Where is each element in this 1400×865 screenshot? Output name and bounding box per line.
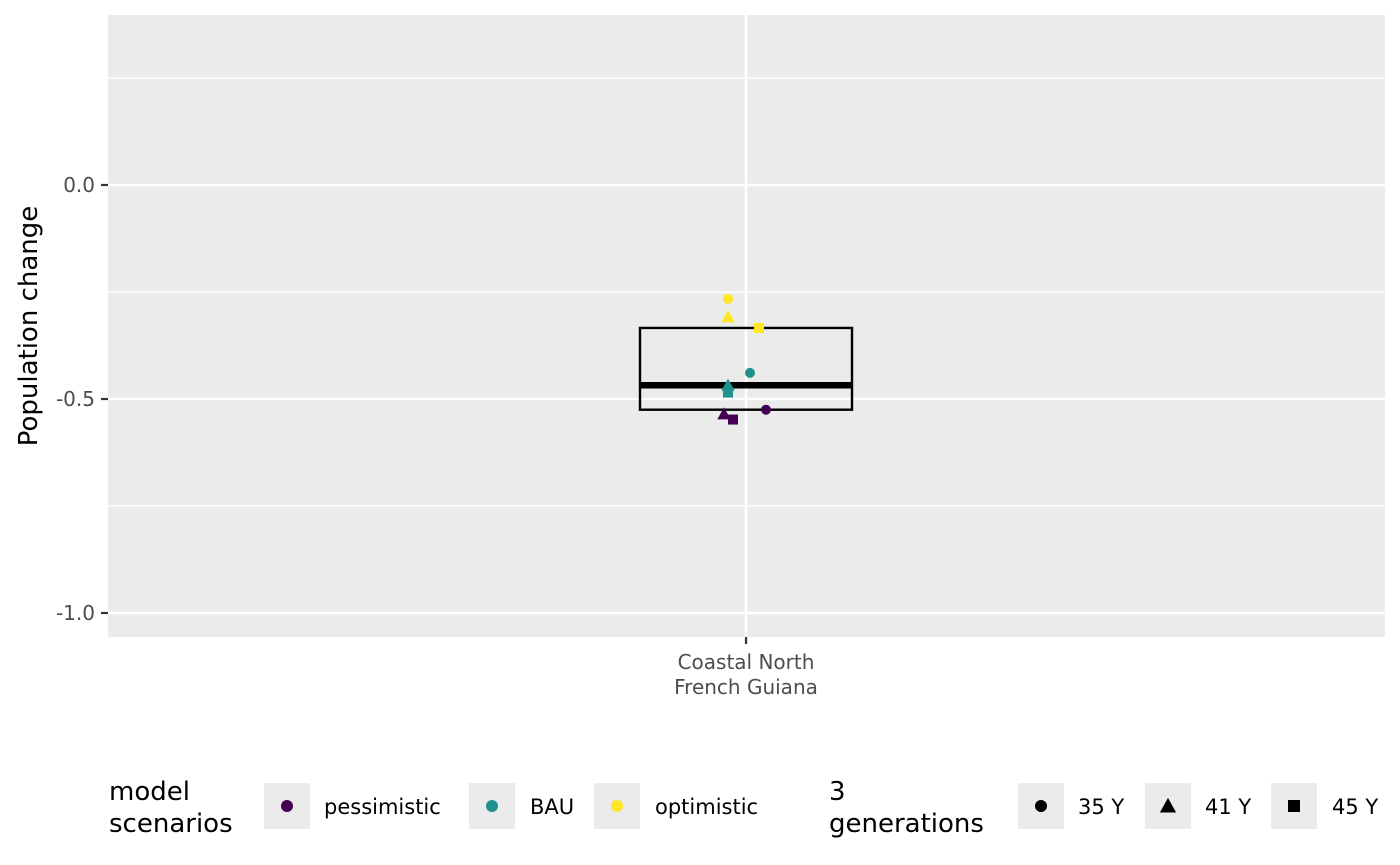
legend-title: model scenarios: [109, 777, 233, 839]
legend-symbol: [1288, 800, 1300, 812]
y-tick-label: -0.5: [56, 387, 95, 411]
legend: model scenarios pessimistic BAU optimistic 3 g…: [109, 777, 1378, 839]
legend-symbol: [1159, 797, 1177, 813]
data-points: [717, 293, 771, 425]
data-point: [745, 367, 755, 378]
data-point: [723, 387, 733, 398]
data-point: [717, 407, 731, 420]
legend-label: pessimistic: [324, 795, 441, 819]
data-point: [723, 293, 733, 304]
legend-label: BAU: [530, 795, 574, 819]
legend-symbol: [486, 800, 498, 812]
data-point: [721, 310, 735, 323]
data-point: [728, 414, 738, 425]
legend-symbol: [611, 800, 623, 812]
boxplot-box: [638, 326, 854, 411]
data-point: [761, 404, 771, 415]
box-iqr: [638, 326, 854, 411]
y-axis: 0.0 -0.5 -1.0: [56, 173, 108, 625]
data-point: [754, 322, 764, 333]
legend-symbol: [281, 800, 293, 812]
gridlines: [108, 15, 1385, 637]
legend-label: 35 Y: [1078, 795, 1124, 819]
legend-title: 3 generations: [829, 777, 984, 839]
legend-label: optimistic: [655, 795, 758, 819]
legend-label: 45 Y: [1332, 795, 1378, 819]
x-tick-label: Coastal North French Guiana: [674, 650, 818, 699]
y-axis-title: Population change: [14, 206, 44, 447]
legend-label: 41 Y: [1205, 795, 1251, 819]
legend-symbol: [1035, 800, 1047, 812]
y-tick-label: -1.0: [56, 601, 95, 625]
x-axis: Coastal North French Guiana: [674, 637, 818, 699]
y-tick-label: 0.0: [63, 173, 95, 197]
